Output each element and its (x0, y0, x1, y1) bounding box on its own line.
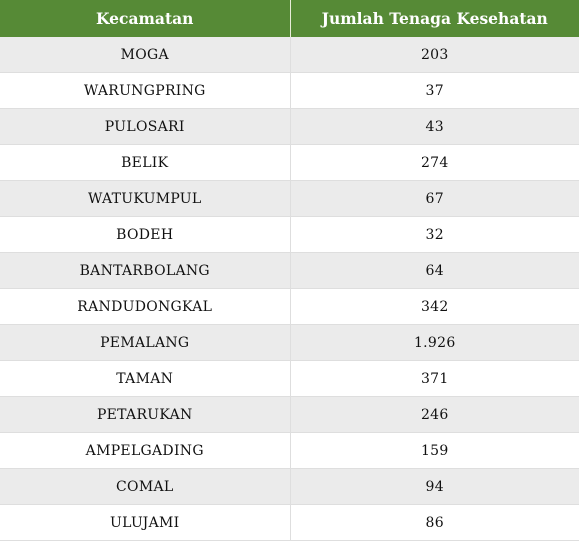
cell-jumlah: 64 (290, 252, 579, 289)
table-body: MOGA 203 WARUNGPRING 37 PULOSARI 43 BELI… (0, 37, 579, 541)
cell-kecamatan: PETARUKAN (0, 396, 291, 433)
table-row: MOGA 203 (0, 37, 579, 73)
cell-jumlah: 371 (290, 360, 579, 397)
cell-jumlah: 86 (290, 504, 579, 541)
column-header-jumlah: Jumlah Tenaga Kesehatan (290, 0, 579, 37)
cell-jumlah: 67 (290, 180, 579, 217)
cell-jumlah: 274 (290, 144, 579, 181)
cell-kecamatan: MOGA (0, 37, 291, 73)
table-row: AMPELGADING 159 (0, 432, 579, 469)
table-row: PEMALANG 1.926 (0, 324, 579, 361)
cell-jumlah: 94 (290, 468, 579, 505)
cell-kecamatan: AMPELGADING (0, 432, 291, 469)
cell-jumlah: 342 (290, 288, 579, 325)
cell-kecamatan: PULOSARI (0, 108, 291, 145)
cell-jumlah: 32 (290, 216, 579, 253)
cell-kecamatan: ULUJAMI (0, 504, 291, 541)
column-header-kecamatan: Kecamatan (0, 0, 291, 37)
cell-kecamatan: COMAL (0, 468, 291, 505)
cell-kecamatan: WARUNGPRING (0, 72, 291, 109)
cell-jumlah: 43 (290, 108, 579, 145)
table-row: BELIK 274 (0, 144, 579, 181)
cell-jumlah: 37 (290, 72, 579, 109)
table-row: RANDUDONGKAL 342 (0, 288, 579, 325)
cell-kecamatan: BELIK (0, 144, 291, 181)
cell-jumlah: 1.926 (290, 324, 579, 361)
table-row: WARUNGPRING 37 (0, 72, 579, 109)
cell-kecamatan: WATUKUMPUL (0, 180, 291, 217)
cell-kecamatan: TAMAN (0, 360, 291, 397)
table-row: ULUJAMI 86 (0, 504, 579, 541)
cell-jumlah: 159 (290, 432, 579, 469)
cell-kecamatan: RANDUDONGKAL (0, 288, 291, 325)
cell-jumlah: 203 (290, 37, 579, 73)
table-row: COMAL 94 (0, 468, 579, 505)
cell-jumlah: 246 (290, 396, 579, 433)
table-header: Kecamatan Jumlah Tenaga Kesehatan (0, 0, 579, 37)
table-row: BANTARBOLANG 64 (0, 252, 579, 289)
table-row: TAMAN 371 (0, 360, 579, 397)
table-row: BODEH 32 (0, 216, 579, 253)
cell-kecamatan: BANTARBOLANG (0, 252, 291, 289)
header-row: Kecamatan Jumlah Tenaga Kesehatan (0, 0, 579, 37)
table-row: WATUKUMPUL 67 (0, 180, 579, 217)
table-row: PETARUKAN 246 (0, 396, 579, 433)
cell-kecamatan: BODEH (0, 216, 291, 253)
table-row: PULOSARI 43 (0, 108, 579, 145)
cell-kecamatan: PEMALANG (0, 324, 291, 361)
